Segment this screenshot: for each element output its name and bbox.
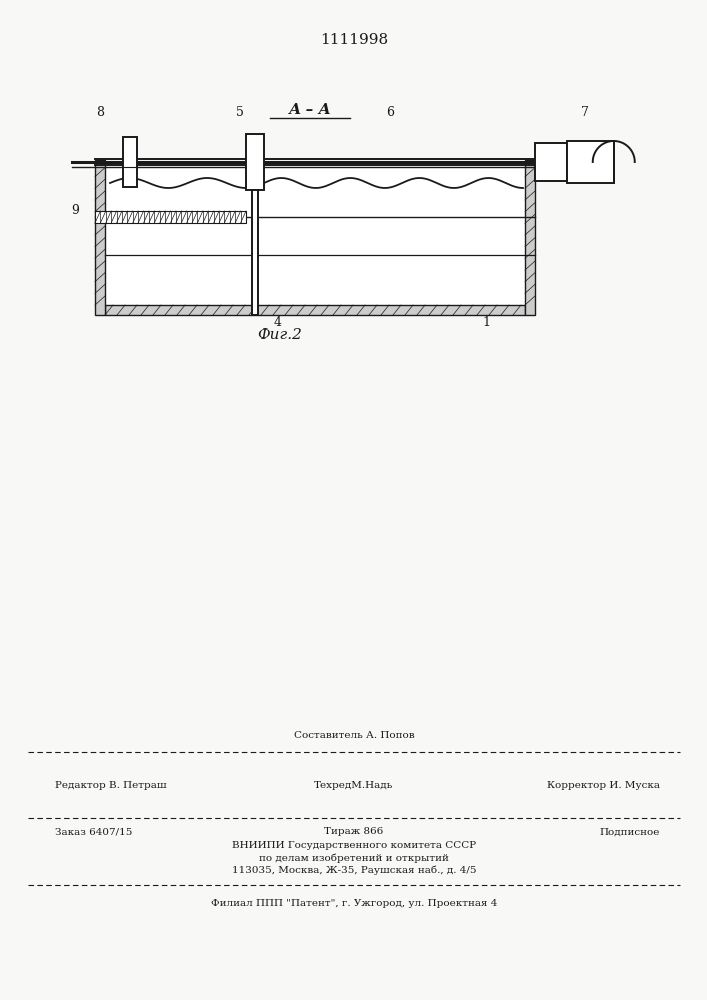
Text: 4: 4 — [274, 316, 282, 328]
Text: Составитель А. Попов: Составитель А. Попов — [293, 730, 414, 740]
Text: ВНИИПИ Государственного комитета СССР: ВНИИПИ Государственного комитета СССР — [232, 842, 476, 850]
Bar — [105, 305, 525, 315]
Text: Корректор И. Муска: Корректор И. Муска — [547, 780, 660, 790]
Bar — [535, 143, 567, 181]
Text: 5: 5 — [236, 105, 244, 118]
Bar — [95, 160, 105, 315]
Text: 1: 1 — [482, 316, 490, 328]
Bar — [567, 141, 614, 183]
Text: 9: 9 — [71, 204, 79, 217]
Text: ТехредМ.Надь: ТехредМ.Надь — [315, 780, 394, 790]
Text: 113035, Москва, Ж-35, Раушская наб., д. 4/5: 113035, Москва, Ж-35, Раушская наб., д. … — [232, 865, 477, 875]
Text: Тираж 866: Тираж 866 — [325, 828, 384, 836]
Text: Филиал ППП "Патент", г. Ужгород, ул. Проектная 4: Филиал ППП "Патент", г. Ужгород, ул. Про… — [211, 898, 497, 908]
Text: по делам изобретений и открытий: по делам изобретений и открытий — [259, 853, 449, 863]
Bar — [105, 165, 525, 305]
Text: Заказ 6407/15: Заказ 6407/15 — [55, 828, 132, 836]
Bar — [246, 134, 264, 190]
Bar — [252, 190, 258, 315]
Bar — [525, 160, 535, 315]
Text: 7: 7 — [581, 105, 589, 118]
Text: 1111998: 1111998 — [320, 33, 388, 47]
Text: 8: 8 — [96, 105, 104, 118]
Bar — [95, 211, 246, 223]
Text: Редактор В. Петраш: Редактор В. Петраш — [55, 780, 167, 790]
Text: Подписное: Подписное — [600, 828, 660, 836]
Text: 6: 6 — [386, 105, 394, 118]
Text: А – А: А – А — [288, 103, 332, 117]
Text: Фиг.2: Фиг.2 — [257, 328, 303, 342]
Bar — [123, 137, 137, 187]
